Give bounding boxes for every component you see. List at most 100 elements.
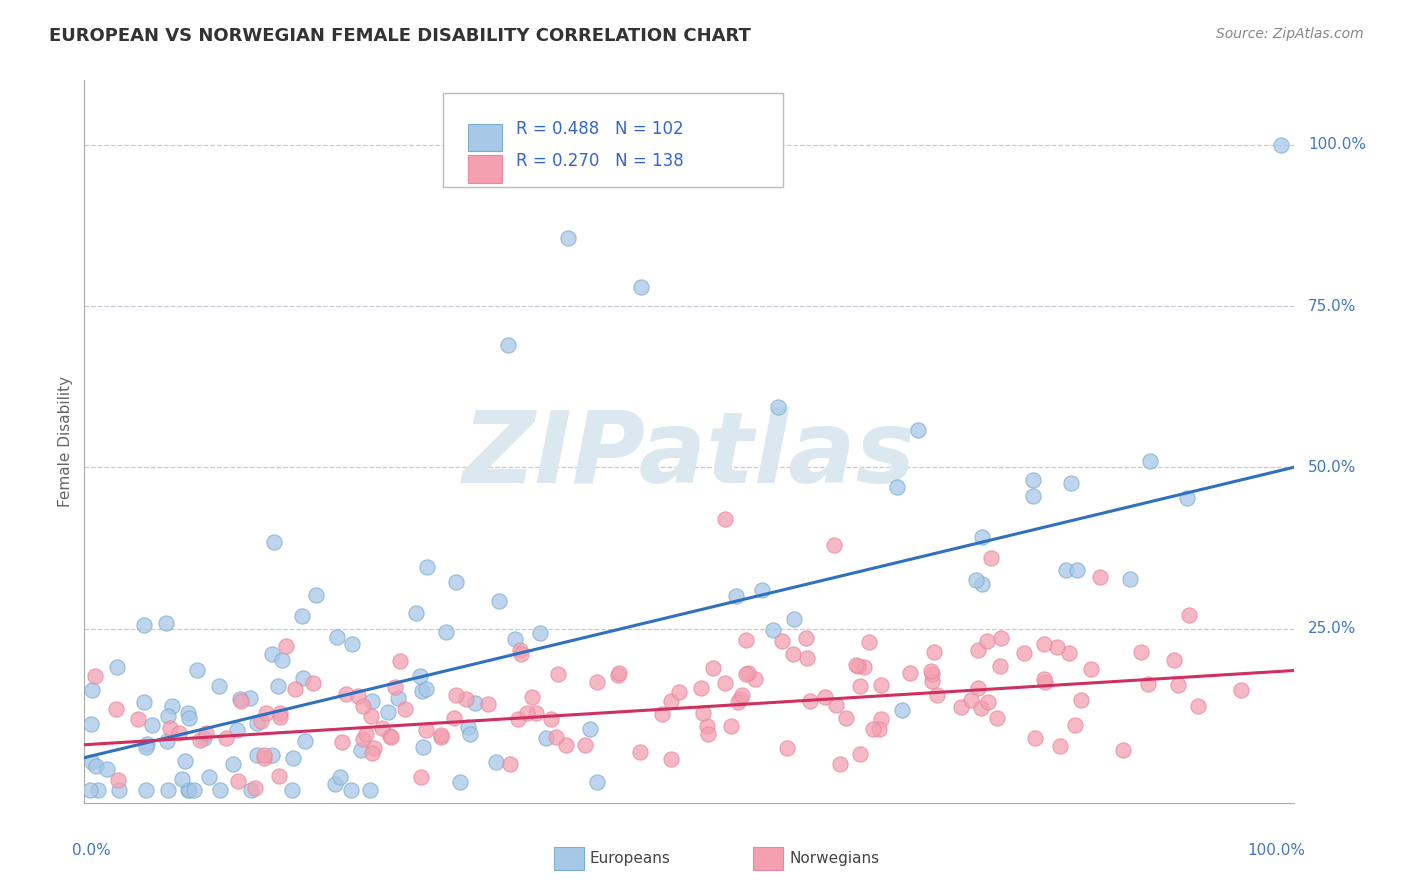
Point: [107, 660, 129, 674]
Point: [485, 755, 508, 769]
Text: EUROPEAN VS NORWEGIAN FEMALE DISABILITY CORRELATION CHART: EUROPEAN VS NORWEGIAN FEMALE DISABILITY …: [49, 27, 751, 45]
Point: [848, 659, 870, 673]
Point: [1012, 646, 1035, 660]
Point: [1049, 739, 1071, 753]
FancyBboxPatch shape: [754, 847, 783, 870]
Point: [1088, 570, 1111, 584]
Point: [460, 726, 482, 740]
Point: [412, 740, 434, 755]
Point: [782, 647, 804, 661]
Point: [305, 588, 328, 602]
Point: [266, 679, 288, 693]
Point: [949, 700, 972, 714]
FancyBboxPatch shape: [443, 93, 783, 187]
Point: [690, 681, 713, 695]
Point: [415, 560, 437, 574]
Point: [456, 691, 478, 706]
Point: [1046, 640, 1069, 654]
Point: [578, 722, 600, 736]
Point: [651, 707, 673, 722]
Point: [696, 726, 718, 740]
Point: [292, 671, 315, 685]
Point: [141, 718, 163, 732]
Point: [179, 711, 201, 725]
Point: [1057, 646, 1080, 660]
Point: [828, 757, 851, 772]
Point: [430, 728, 453, 742]
Point: [449, 774, 471, 789]
Point: [858, 635, 880, 649]
Point: [920, 665, 942, 679]
Point: [87, 783, 110, 797]
Point: [464, 696, 486, 710]
Point: [547, 666, 569, 681]
Point: [522, 690, 544, 704]
Point: [702, 661, 724, 675]
Point: [108, 783, 131, 797]
Point: [1229, 683, 1251, 698]
Point: [714, 675, 737, 690]
Point: [925, 689, 948, 703]
Point: [269, 710, 291, 724]
Point: [186, 663, 208, 677]
Point: [731, 688, 754, 702]
Point: [980, 550, 1002, 565]
Point: [405, 606, 427, 620]
Point: [503, 632, 526, 647]
Point: [415, 723, 437, 737]
Point: [174, 754, 197, 768]
Point: [986, 711, 1008, 725]
Point: [868, 722, 890, 736]
Point: [976, 695, 998, 709]
Point: [1064, 717, 1087, 731]
Point: [1139, 454, 1161, 468]
Point: [890, 703, 912, 717]
Text: Norwegians: Norwegians: [789, 851, 879, 866]
Point: [377, 705, 399, 719]
Point: [83, 669, 105, 683]
Point: [630, 279, 652, 293]
Point: [325, 630, 347, 644]
Point: [1270, 137, 1292, 152]
Point: [363, 741, 385, 756]
Point: [107, 772, 129, 787]
Point: [488, 594, 510, 608]
Point: [544, 730, 567, 744]
Point: [135, 783, 157, 797]
Text: 25.0%: 25.0%: [1308, 621, 1357, 636]
Point: [960, 692, 983, 706]
Text: R = 0.270   N = 138: R = 0.270 N = 138: [516, 152, 683, 169]
Point: [1033, 637, 1056, 651]
Point: [387, 690, 409, 705]
Point: [1033, 674, 1056, 689]
Point: [260, 648, 283, 662]
Point: [922, 645, 945, 659]
Text: 75.0%: 75.0%: [1308, 299, 1357, 314]
Point: [845, 657, 868, 672]
Point: [323, 777, 346, 791]
Point: [516, 706, 538, 721]
Point: [1080, 662, 1102, 676]
Point: [444, 574, 467, 589]
Y-axis label: Female Disability: Female Disability: [58, 376, 73, 508]
Point: [1167, 678, 1189, 692]
Point: [849, 679, 872, 693]
Point: [215, 731, 238, 746]
Point: [725, 590, 748, 604]
Point: [132, 695, 155, 709]
Point: [349, 743, 371, 757]
Point: [157, 783, 180, 797]
Point: [361, 694, 384, 708]
Point: [409, 669, 432, 683]
Point: [127, 713, 149, 727]
Point: [193, 731, 215, 746]
Point: [1187, 699, 1209, 714]
Point: [557, 231, 579, 245]
Point: [696, 719, 718, 733]
Point: [352, 731, 374, 746]
Point: [783, 612, 806, 626]
Point: [510, 647, 533, 661]
Point: [444, 688, 467, 702]
Point: [222, 756, 245, 771]
Point: [534, 731, 557, 745]
